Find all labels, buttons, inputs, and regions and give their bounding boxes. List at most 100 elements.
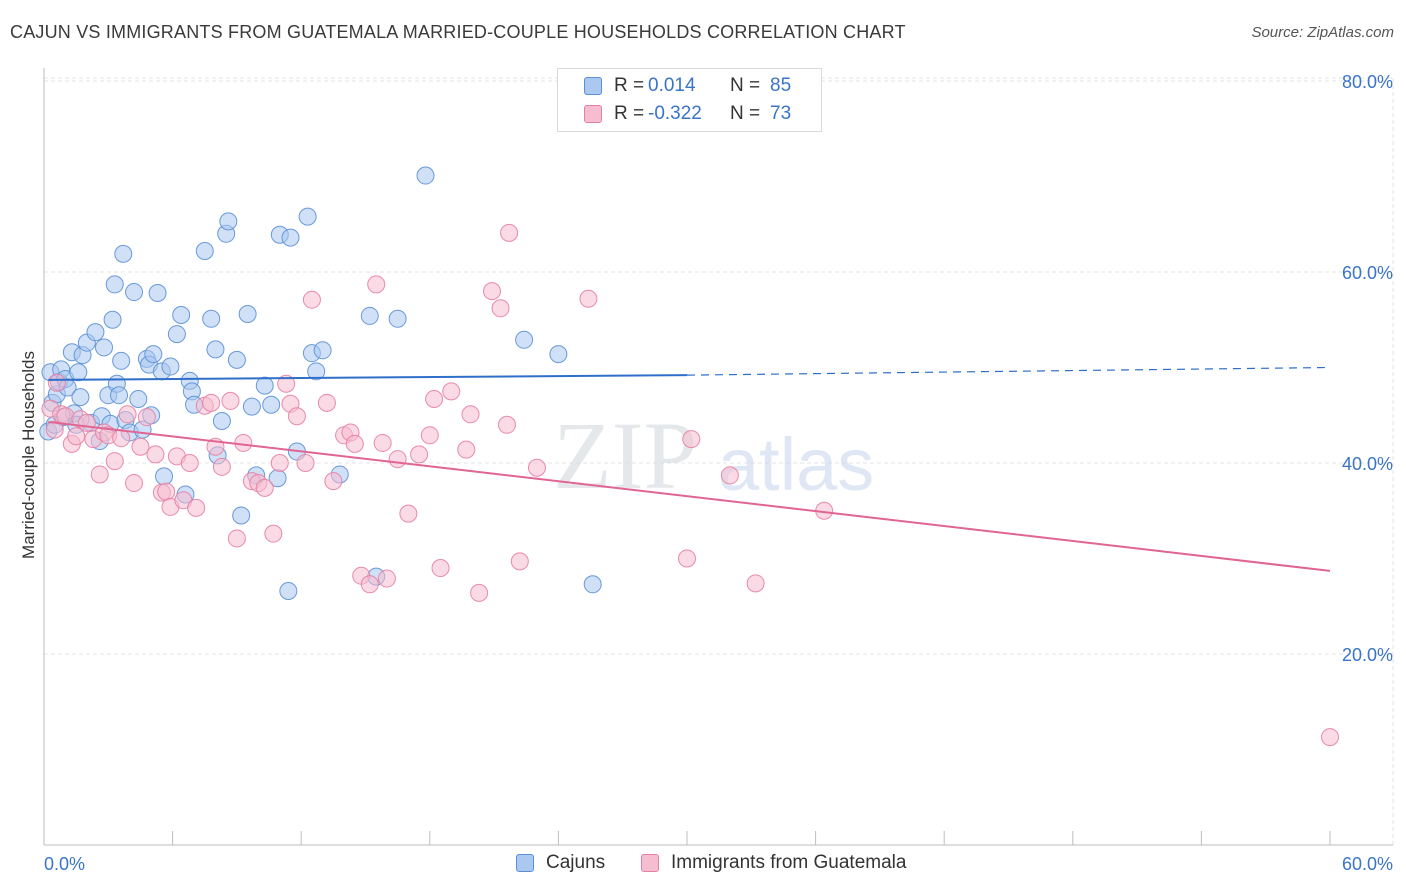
y-tick-label: 40.0% [1342, 454, 1393, 474]
cajun-point [279, 581, 298, 600]
cajun-point [219, 212, 238, 231]
guatemala-point [47, 373, 66, 392]
guatemala-point [1321, 728, 1339, 747]
guatemala-point [678, 549, 696, 568]
guatemala-point [317, 393, 336, 412]
cajun-point [262, 395, 281, 414]
cajun-point [148, 284, 167, 303]
axes [43, 68, 1393, 846]
cajun-point [227, 350, 246, 369]
trend-lines [48, 366, 1331, 572]
guatemala-point [157, 482, 176, 501]
guatemala-point [410, 445, 429, 464]
cajun-point [172, 305, 191, 324]
legend-r-value: -0.322 [648, 103, 702, 124]
guatemala-point [746, 574, 765, 593]
cajun-point [129, 390, 148, 409]
cajun-point [313, 341, 332, 360]
cajun-trend-extension [686, 366, 1331, 376]
guatemala-trend-line [48, 420, 1331, 572]
guatemala-point [682, 430, 701, 449]
cajun-point [416, 166, 435, 185]
cajun-point [583, 575, 602, 594]
guatemala-point [180, 454, 199, 472]
cajun-point [155, 467, 174, 486]
guatemala-point [277, 374, 296, 393]
cajun-point [255, 376, 274, 395]
guatemala-point [420, 426, 439, 445]
guatemala-point [105, 452, 124, 471]
cajun-point [114, 244, 133, 263]
cajun-point [212, 411, 231, 430]
legend-swatch-cajuns [584, 77, 602, 95]
guatemala-point [296, 454, 315, 472]
guatemala-point [500, 223, 519, 242]
data-points [39, 166, 1339, 747]
stats-legend: R = 0.014 N = 85 R = -0.322 N = 73 [557, 68, 822, 132]
guatemala-point [373, 433, 392, 452]
cajun-point [232, 506, 251, 525]
watermark-zip: ZIP [553, 402, 697, 509]
legend-swatch-guatemala [584, 105, 602, 123]
guatemala-point [302, 290, 321, 309]
y-tick-label: 60.0% [1342, 263, 1393, 283]
y-tick-label: 80.0% [1342, 72, 1393, 92]
guatemala-point [461, 405, 480, 424]
guatemala-point [510, 552, 529, 571]
cajun-point [105, 275, 124, 294]
guatemala-point [720, 466, 739, 485]
guatemala-point [345, 434, 364, 453]
guatemala-point [470, 583, 489, 602]
cajun-point [125, 283, 144, 302]
guatemala-point [399, 504, 418, 523]
cajun-point [202, 309, 221, 328]
guatemala-point [287, 407, 306, 426]
series-legend: Cajuns Immigrants from Guatemala [0, 852, 1406, 878]
guatemala-point [360, 575, 379, 594]
cajun-point [206, 340, 225, 359]
guatemala-point [56, 407, 75, 426]
legend-n-label: N = [730, 75, 761, 96]
legend-row-guatemala: R = -0.322 N = 73 [584, 101, 791, 127]
cajun-point [195, 241, 214, 260]
cajun-point [144, 345, 163, 364]
cajun-point [69, 363, 88, 382]
guatemala-point [77, 413, 96, 432]
guatemala-point [212, 457, 231, 476]
cajun-point [360, 306, 379, 325]
source-credit: Source: ZipAtlas.com [1251, 24, 1394, 41]
cajun-point [86, 323, 105, 342]
x-tick-label: 0.0% [44, 854, 85, 874]
chart-title: CAJUN VS IMMIGRANTS FROM GUATEMALA MARRI… [10, 22, 906, 42]
cajun-point [242, 397, 261, 416]
cajun-point [238, 305, 257, 324]
guatemala-point [377, 569, 396, 588]
cajun-point [307, 362, 326, 381]
cajun-point [549, 345, 568, 364]
legend-label-guatemala: Immigrants from Guatemala [671, 852, 907, 873]
guatemala-point [112, 429, 131, 448]
guatemala-point [579, 289, 598, 308]
guatemala-point [221, 391, 240, 410]
legend-label-cajuns: Cajuns [546, 852, 606, 873]
legend-swatch-cajuns [516, 854, 534, 872]
guatemala-point [45, 420, 64, 439]
guatemala-point [497, 415, 516, 434]
cajun-point [281, 228, 300, 247]
cajun-point [167, 325, 186, 344]
legend-item-guatemala[interactable]: Immigrants from Guatemala [641, 852, 906, 874]
watermark: ZIP atlas [553, 402, 874, 509]
watermark-atlas: atlas [718, 423, 874, 506]
guatemala-point [367, 275, 386, 294]
guatemala-point [90, 465, 109, 484]
legend-n-value: 85 [770, 75, 792, 96]
tick-labels: 20.0% 40.0% 60.0% 80.0% 0.0% 60.0% [44, 72, 1393, 874]
guatemala-point [264, 524, 283, 543]
cajun-trend-line [48, 374, 688, 381]
cajun-point [298, 207, 317, 226]
legend-r-value: 0.014 [648, 75, 696, 96]
guatemala-point [425, 390, 444, 409]
legend-r-label: R = [614, 75, 645, 96]
guatemala-point [482, 282, 501, 301]
legend-item-cajuns[interactable]: Cajuns [516, 852, 605, 874]
